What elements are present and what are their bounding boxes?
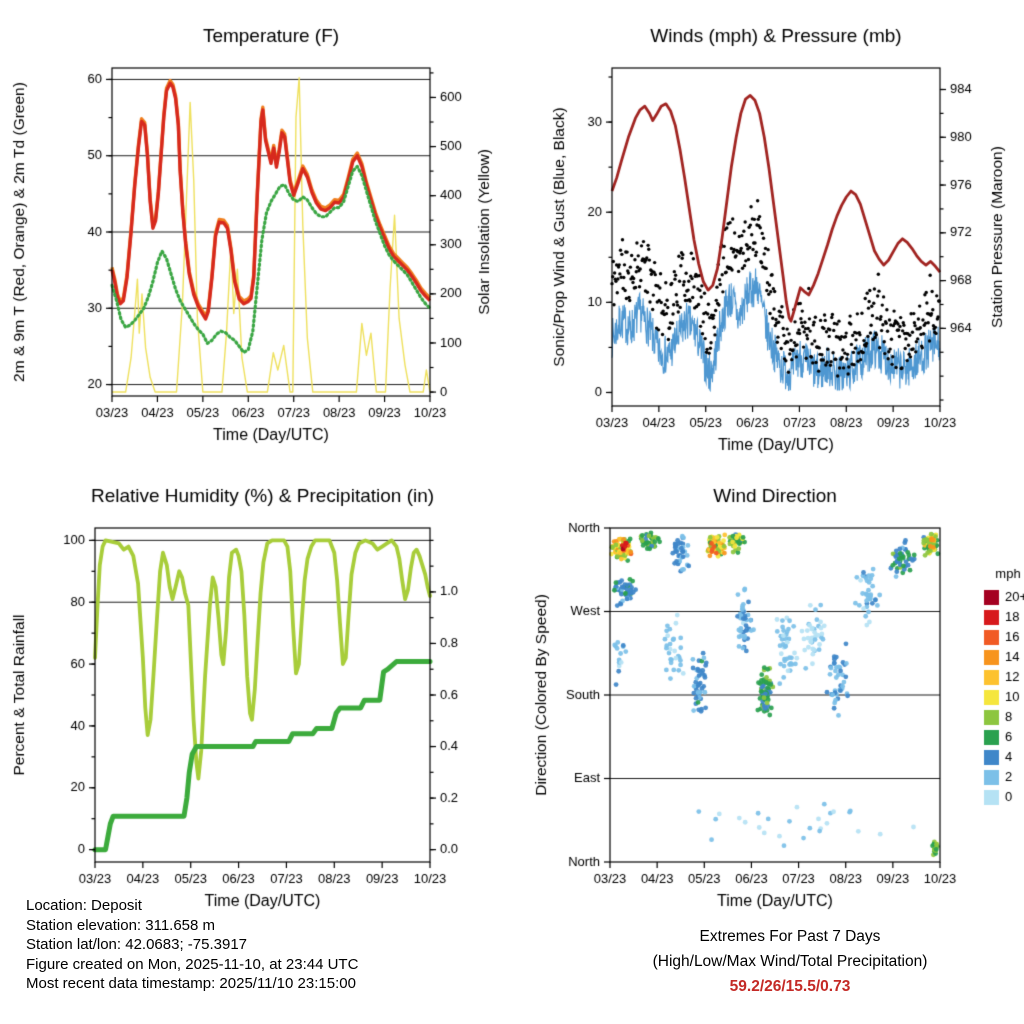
extremes-values: 59.2/26/15.5/0.73	[729, 978, 851, 995]
station-elevation: Station elevation: 311.658 m	[26, 916, 216, 934]
station-latlon: Station lat/lon: 42.0683; -75.3917	[26, 936, 248, 953]
temperature-chart	[0, 0, 512, 470]
data-timestamp: Most recent data timestamp: 2025/11/10 2…	[26, 975, 356, 992]
winds-pressure-chart	[512, 0, 1024, 470]
extremes-title: Extremes For Past 7 Days	[699, 928, 881, 945]
station-location: Location: Deposit	[26, 897, 142, 914]
figure-created: Figure created on Mon, 2025-11-10, at 23…	[26, 955, 359, 973]
extremes-summary: Extremes For Past 7 Days (High/Low/Max W…	[560, 924, 1020, 999]
station-info: Location: Deposit Station elevation: 311…	[26, 896, 446, 994]
wind-direction-chart	[512, 470, 1024, 915]
humidity-precipitation-chart	[0, 470, 512, 915]
extremes-subtitle: (High/Low/Max Wind/Total Precipitation)	[652, 953, 928, 970]
